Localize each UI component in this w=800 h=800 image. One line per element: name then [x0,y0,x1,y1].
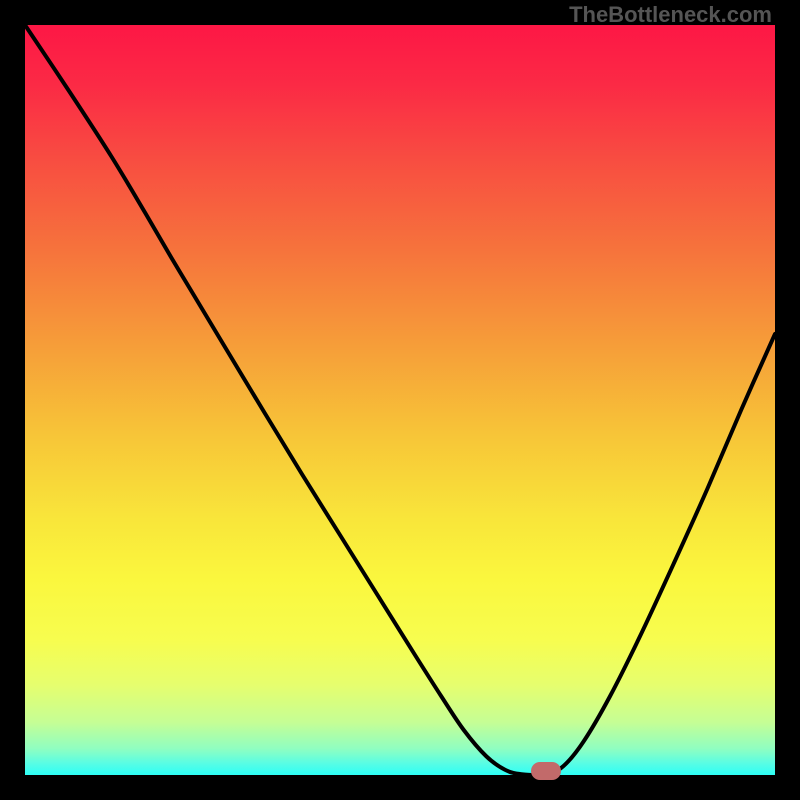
plot-area [25,25,775,775]
watermark-text: TheBottleneck.com [569,2,772,28]
bottleneck-curve [25,25,775,775]
chart-root: TheBottleneck.com [0,0,800,800]
curve-layer [25,25,775,775]
optimum-marker [531,762,561,780]
